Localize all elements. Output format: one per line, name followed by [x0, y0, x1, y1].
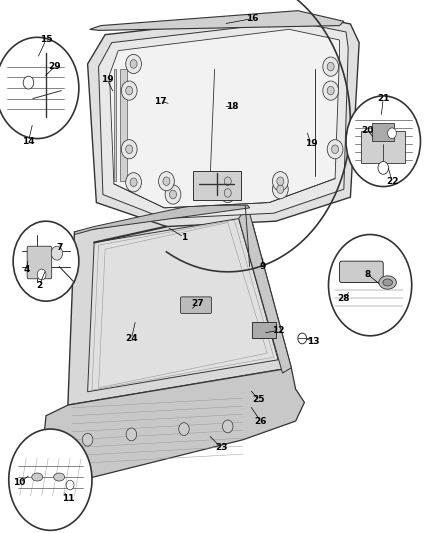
FancyBboxPatch shape	[27, 246, 52, 279]
Circle shape	[298, 333, 307, 344]
Circle shape	[323, 57, 339, 76]
Circle shape	[126, 145, 133, 154]
Circle shape	[332, 145, 339, 154]
Circle shape	[378, 161, 389, 174]
Text: 18: 18	[226, 102, 238, 111]
Text: 12: 12	[272, 326, 284, 335]
Circle shape	[277, 185, 284, 193]
Circle shape	[327, 140, 343, 159]
Polygon shape	[88, 219, 278, 392]
Text: 10: 10	[14, 478, 26, 487]
Text: 4: 4	[23, 265, 29, 273]
Circle shape	[23, 76, 34, 89]
Circle shape	[159, 172, 174, 191]
Circle shape	[388, 128, 396, 139]
Circle shape	[66, 480, 74, 490]
Circle shape	[170, 190, 177, 199]
Circle shape	[163, 177, 170, 185]
FancyBboxPatch shape	[180, 297, 212, 313]
Circle shape	[327, 62, 334, 71]
Polygon shape	[90, 11, 344, 30]
Circle shape	[272, 180, 288, 199]
Text: 23: 23	[215, 443, 227, 452]
Polygon shape	[68, 205, 291, 405]
Text: 17: 17	[154, 97, 166, 106]
Circle shape	[272, 172, 288, 191]
Circle shape	[121, 81, 137, 100]
Circle shape	[126, 54, 141, 74]
Circle shape	[346, 96, 420, 187]
Text: 25: 25	[252, 395, 265, 404]
Text: 7: 7	[56, 244, 62, 252]
Text: 29: 29	[49, 62, 61, 71]
Circle shape	[9, 429, 92, 530]
FancyBboxPatch shape	[372, 123, 394, 141]
Circle shape	[179, 423, 189, 435]
Circle shape	[223, 420, 233, 433]
Circle shape	[130, 60, 137, 68]
Ellipse shape	[383, 279, 392, 286]
FancyBboxPatch shape	[339, 261, 383, 282]
Ellipse shape	[379, 276, 396, 289]
Circle shape	[126, 86, 133, 95]
Polygon shape	[99, 21, 348, 219]
Text: 15: 15	[40, 36, 52, 44]
Polygon shape	[42, 368, 304, 482]
Text: 16: 16	[246, 14, 258, 23]
Circle shape	[130, 178, 137, 187]
Circle shape	[328, 235, 412, 336]
Text: 14: 14	[22, 137, 35, 146]
Polygon shape	[74, 205, 250, 235]
Circle shape	[126, 173, 141, 192]
Text: 22: 22	[386, 177, 398, 185]
Circle shape	[37, 269, 46, 280]
Circle shape	[121, 140, 137, 159]
Circle shape	[323, 81, 339, 100]
Text: 28: 28	[338, 294, 350, 303]
Text: 26: 26	[254, 417, 267, 425]
Circle shape	[126, 428, 137, 441]
Polygon shape	[114, 69, 116, 181]
FancyBboxPatch shape	[252, 322, 276, 338]
Ellipse shape	[53, 473, 65, 481]
Text: 19: 19	[305, 140, 317, 148]
Circle shape	[165, 185, 181, 204]
Circle shape	[0, 37, 79, 139]
FancyBboxPatch shape	[193, 171, 241, 200]
FancyBboxPatch shape	[361, 131, 405, 163]
Text: 11: 11	[62, 494, 74, 503]
Text: 2: 2	[36, 281, 42, 289]
Polygon shape	[120, 69, 127, 181]
Circle shape	[277, 177, 284, 185]
Text: 13: 13	[307, 337, 319, 345]
Text: 9: 9	[260, 262, 266, 271]
Text: 20: 20	[362, 126, 374, 135]
Circle shape	[13, 221, 79, 301]
Text: 24: 24	[125, 334, 138, 343]
Polygon shape	[239, 205, 291, 373]
Ellipse shape	[32, 473, 43, 481]
Circle shape	[327, 86, 334, 95]
Circle shape	[51, 246, 63, 260]
Text: 8: 8	[365, 270, 371, 279]
Circle shape	[220, 172, 236, 191]
Text: 19: 19	[101, 76, 113, 84]
Circle shape	[224, 189, 231, 197]
Text: 21: 21	[377, 94, 389, 103]
Circle shape	[82, 433, 93, 446]
Circle shape	[224, 177, 231, 185]
Polygon shape	[88, 13, 359, 227]
Text: 27: 27	[191, 300, 203, 308]
Circle shape	[220, 183, 236, 203]
Polygon shape	[110, 29, 339, 208]
Text: 1: 1	[181, 233, 187, 241]
